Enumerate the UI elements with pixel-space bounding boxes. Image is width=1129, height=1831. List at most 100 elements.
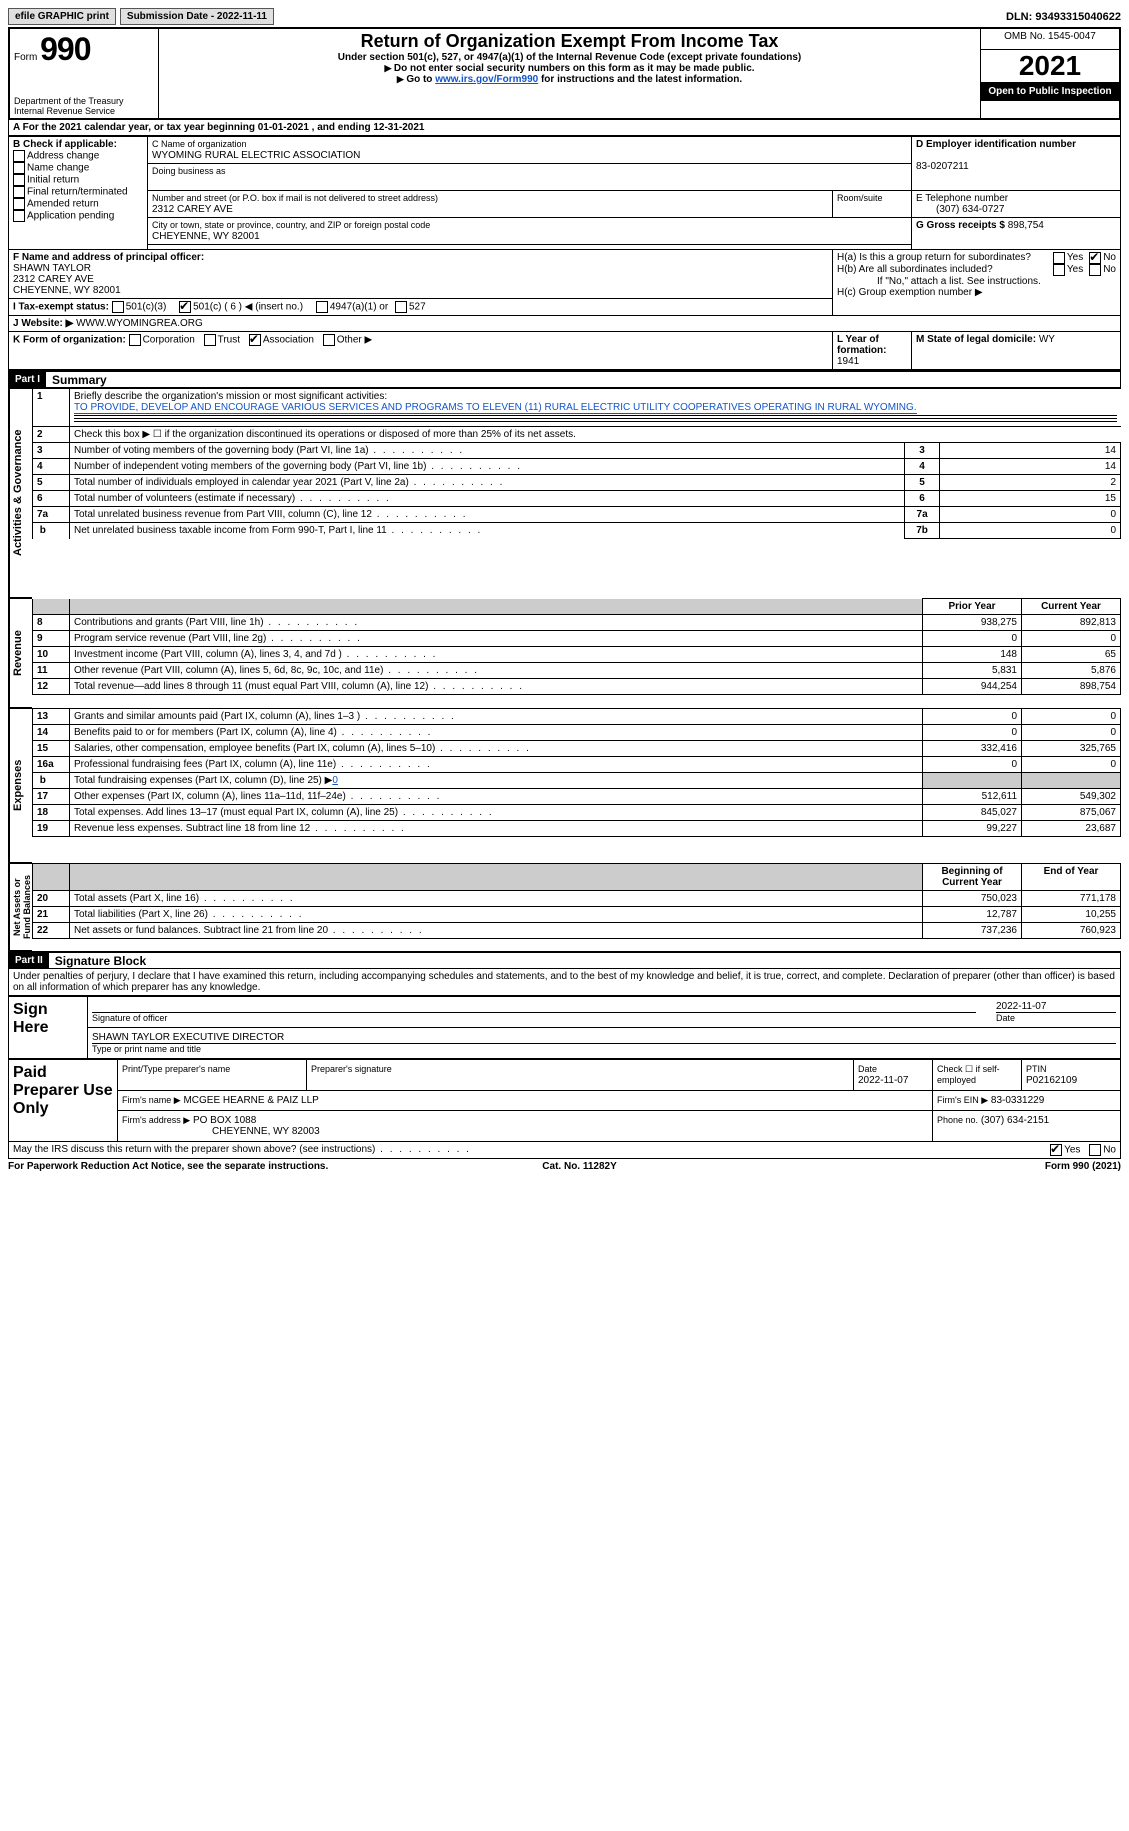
part-i-title: Summary [52, 373, 107, 387]
street-label: Number and street (or P.O. box if mail i… [152, 193, 438, 203]
line3: Number of voting members of the governin… [70, 443, 905, 459]
cb-527[interactable] [395, 301, 407, 313]
top-bar: efile GRAPHIC print Submission Date - 20… [8, 8, 1121, 25]
dln-label: DLN: 93493315040622 [1006, 11, 1121, 23]
paid-preparer-label: Paid Preparer Use Only [9, 1060, 118, 1142]
efile-print-button[interactable]: efile GRAPHIC print [8, 8, 116, 25]
firm-ein-label: Firm's EIN ▶ [937, 1095, 988, 1105]
line9-curr: 0 [1022, 631, 1121, 647]
form-subtitle-1: Under section 501(c), 527, or 4947(a)(1)… [163, 52, 976, 63]
discuss-question: May the IRS discuss this return with the… [13, 1144, 471, 1156]
line3-val: 14 [940, 443, 1121, 459]
line13-curr: 0 [1022, 709, 1121, 725]
line13: Grants and similar amounts paid (Part IX… [70, 709, 923, 725]
line5: Total number of individuals employed in … [70, 475, 905, 491]
part-ii-header: Part II [9, 953, 49, 968]
box-g-label: G Gross receipts $ [916, 220, 1005, 231]
line7b-val: 0 [940, 523, 1121, 539]
form-subtitle-3: Go to www.irs.gov/Form990 for instructio… [163, 74, 976, 85]
line4: Number of independent voting members of … [70, 459, 905, 475]
city-state-zip: CHEYENNE, WY 82001 [152, 231, 260, 242]
room-label: Room/suite [837, 193, 883, 203]
cb-501c3[interactable] [112, 301, 124, 313]
submission-date-button[interactable]: Submission Date - 2022-11-11 [120, 8, 274, 25]
form990-link[interactable]: www.irs.gov/Form990 [435, 74, 538, 85]
line19: Revenue less expenses. Subtract line 18 … [70, 821, 923, 837]
current-year-header: Current Year [1022, 599, 1121, 615]
sig-officer-label: Signature of officer [92, 1013, 996, 1023]
line21-begin: 12,787 [923, 907, 1022, 923]
cb-corp[interactable] [129, 334, 141, 346]
end-year-header: End of Year [1022, 864, 1121, 891]
cb-final-return[interactable] [13, 186, 25, 198]
ein: 83-0207211 [916, 161, 969, 172]
cb-initial-return[interactable] [13, 174, 25, 186]
officer-printed-name: SHAWN TAYLOR EXECUTIVE DIRECTOR [92, 1032, 1116, 1044]
open-to-public: Open to Public Inspection [981, 82, 1119, 101]
line10: Investment income (Part VIII, column (A)… [70, 647, 923, 663]
year-formation: 1941 [837, 356, 859, 367]
line11-curr: 5,876 [1022, 663, 1121, 679]
box-m-label: M State of legal domicile: [916, 334, 1036, 345]
dba-label: Doing business as [152, 166, 226, 176]
box-j-label: J Website: ▶ [13, 318, 73, 329]
prep-date: 2022-11-07 [858, 1075, 908, 1086]
name-title-label: Type or print name and title [92, 1044, 1116, 1054]
firm-ein: 83-0331229 [991, 1095, 1044, 1106]
sign-here-label: Sign Here [9, 997, 88, 1059]
street-address: 2312 CAREY AVE [152, 204, 233, 215]
box-b-label: B Check if applicable: [13, 139, 117, 150]
cb-trust[interactable] [204, 334, 216, 346]
line8: Contributions and grants (Part VIII, lin… [70, 615, 923, 631]
form-label: Form [14, 52, 37, 63]
line2: Check this box ▶ ☐ if the organization d… [70, 427, 1121, 443]
line10-curr: 65 [1022, 647, 1121, 663]
line19-prior: 99,227 [923, 821, 1022, 837]
cb-amended-return[interactable] [13, 198, 25, 210]
cb-sub-no[interactable] [1089, 264, 1101, 276]
firm-name: MCGEE HEARNE & PAIZ LLP [183, 1095, 318, 1106]
box-e-label: E Telephone number [916, 193, 1008, 204]
line16a-prior: 0 [923, 757, 1022, 773]
cb-group-yes[interactable] [1053, 252, 1065, 264]
cat-number: Cat. No. 11282Y [542, 1161, 616, 1172]
phone: (307) 634-0727 [936, 204, 1004, 215]
cb-group-no[interactable] [1089, 252, 1101, 264]
line14-curr: 0 [1022, 725, 1121, 741]
identification-block: B Check if applicable: Address change Na… [8, 136, 1121, 370]
line10-prior: 148 [923, 647, 1022, 663]
line19-curr: 23,687 [1022, 821, 1121, 837]
cb-discuss-no[interactable] [1089, 1144, 1101, 1156]
officer-city: CHEYENNE, WY 82001 [13, 285, 121, 296]
line5-val: 2 [940, 475, 1121, 491]
begin-year-header: Beginning of Current Year [923, 864, 1022, 891]
mission-text: TO PROVIDE, DEVELOP AND ENCOURAGE VARIOU… [74, 402, 917, 414]
cb-4947[interactable] [316, 301, 328, 313]
prep-print-label: Print/Type preparer's name [122, 1064, 230, 1074]
box-c-label: C Name of organization [152, 139, 247, 149]
officer-street: 2312 CAREY AVE [13, 274, 94, 285]
dept-label: Department of the Treasury Internal Reve… [14, 96, 154, 116]
cb-address-change[interactable] [13, 150, 25, 162]
line22: Net assets or fund balances. Subtract li… [70, 923, 923, 939]
ptin-label: PTIN [1026, 1064, 1047, 1074]
line21-end: 10,255 [1022, 907, 1121, 923]
hb-label: H(b) Are all subordinates included? [837, 264, 1053, 276]
line15-curr: 325,765 [1022, 741, 1121, 757]
line17-curr: 549,302 [1022, 789, 1121, 805]
cb-discuss-yes[interactable] [1050, 1144, 1062, 1156]
cb-name-change[interactable] [13, 162, 25, 174]
line15: Salaries, other compensation, employee b… [70, 741, 923, 757]
cb-other[interactable] [323, 334, 335, 346]
officer-name: SHAWN TAYLOR [13, 263, 91, 274]
paperwork-notice: For Paperwork Reduction Act Notice, see … [8, 1161, 328, 1172]
cb-app-pending[interactable] [13, 210, 25, 222]
form-number: 990 [40, 31, 90, 67]
tax-period: A For the 2021 calendar year, or tax yea… [8, 120, 1121, 136]
line16a-curr: 0 [1022, 757, 1121, 773]
cb-sub-yes[interactable] [1053, 264, 1065, 276]
cb-assoc[interactable] [249, 334, 261, 346]
cb-501c[interactable] [179, 301, 191, 313]
activities-governance-label: Activities & Governance [9, 389, 32, 597]
line20: Total assets (Part X, line 16) [70, 891, 923, 907]
